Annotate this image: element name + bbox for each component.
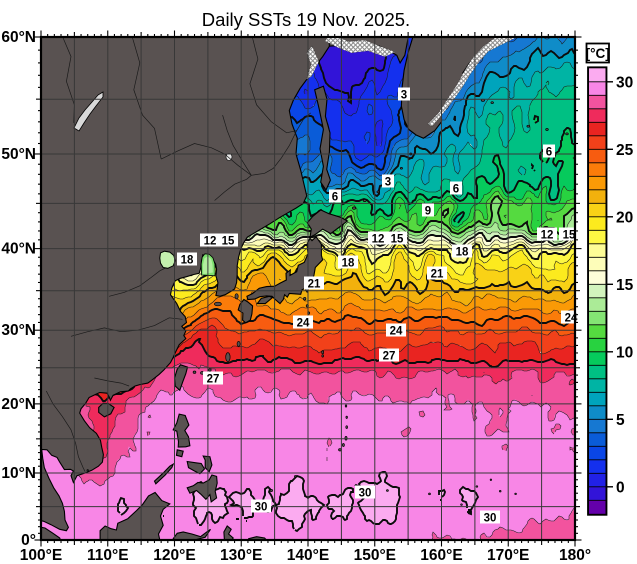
svg-text:15: 15 xyxy=(616,277,634,294)
svg-text:27: 27 xyxy=(383,351,396,363)
svg-text:5: 5 xyxy=(616,412,625,429)
svg-text:20: 20 xyxy=(616,209,633,226)
svg-text:100°E: 100°E xyxy=(20,547,62,564)
svg-text:170°E: 170°E xyxy=(487,547,529,564)
svg-text:150°E: 150°E xyxy=(354,547,396,564)
svg-text:3: 3 xyxy=(401,90,407,102)
svg-text:40°N: 40°N xyxy=(1,241,36,258)
svg-text:20°N: 20°N xyxy=(1,396,36,413)
svg-text:6: 6 xyxy=(546,147,552,159)
svg-text:18: 18 xyxy=(456,247,469,259)
svg-text:24: 24 xyxy=(390,326,403,338)
svg-text:60°N: 60°N xyxy=(1,29,36,46)
svg-text:12: 12 xyxy=(541,230,554,242)
svg-text:9: 9 xyxy=(425,206,431,218)
svg-text:180°: 180° xyxy=(559,547,591,564)
svg-text:30: 30 xyxy=(484,513,497,525)
svg-text:10: 10 xyxy=(616,344,633,361)
svg-text:140°E: 140°E xyxy=(287,547,329,564)
svg-text:18: 18 xyxy=(181,255,194,267)
svg-text:27: 27 xyxy=(207,374,220,386)
svg-text:18: 18 xyxy=(342,258,355,270)
svg-text:15: 15 xyxy=(563,230,576,242)
svg-text:24: 24 xyxy=(297,318,310,330)
svg-text:50°N: 50°N xyxy=(1,146,36,163)
svg-text:Daily SSTs 19 Nov. 2025.: Daily SSTs 19 Nov. 2025. xyxy=(202,9,410,30)
svg-text:15: 15 xyxy=(222,236,235,248)
svg-text:3: 3 xyxy=(385,177,391,189)
svg-text:160°E: 160°E xyxy=(420,547,462,564)
svg-text:30: 30 xyxy=(359,488,372,500)
svg-text:30°N: 30°N xyxy=(1,322,36,339)
svg-text:[°C]: [°C] xyxy=(586,46,610,61)
svg-text:21: 21 xyxy=(308,279,321,291)
svg-text:12: 12 xyxy=(372,234,385,246)
svg-text:21: 21 xyxy=(431,269,444,281)
svg-text:30: 30 xyxy=(616,74,633,91)
svg-text:6: 6 xyxy=(453,184,459,196)
svg-text:0: 0 xyxy=(616,479,625,496)
svg-text:15: 15 xyxy=(391,234,404,246)
svg-text:120°E: 120°E xyxy=(153,547,195,564)
svg-text:10°N: 10°N xyxy=(1,465,36,482)
svg-text:110°E: 110°E xyxy=(87,547,129,564)
svg-text:12: 12 xyxy=(204,236,217,248)
svg-text:6: 6 xyxy=(332,192,338,204)
svg-text:130°E: 130°E xyxy=(220,547,262,564)
svg-text:30: 30 xyxy=(255,502,268,514)
svg-text:0°: 0° xyxy=(21,532,36,549)
svg-text:25: 25 xyxy=(616,142,634,159)
